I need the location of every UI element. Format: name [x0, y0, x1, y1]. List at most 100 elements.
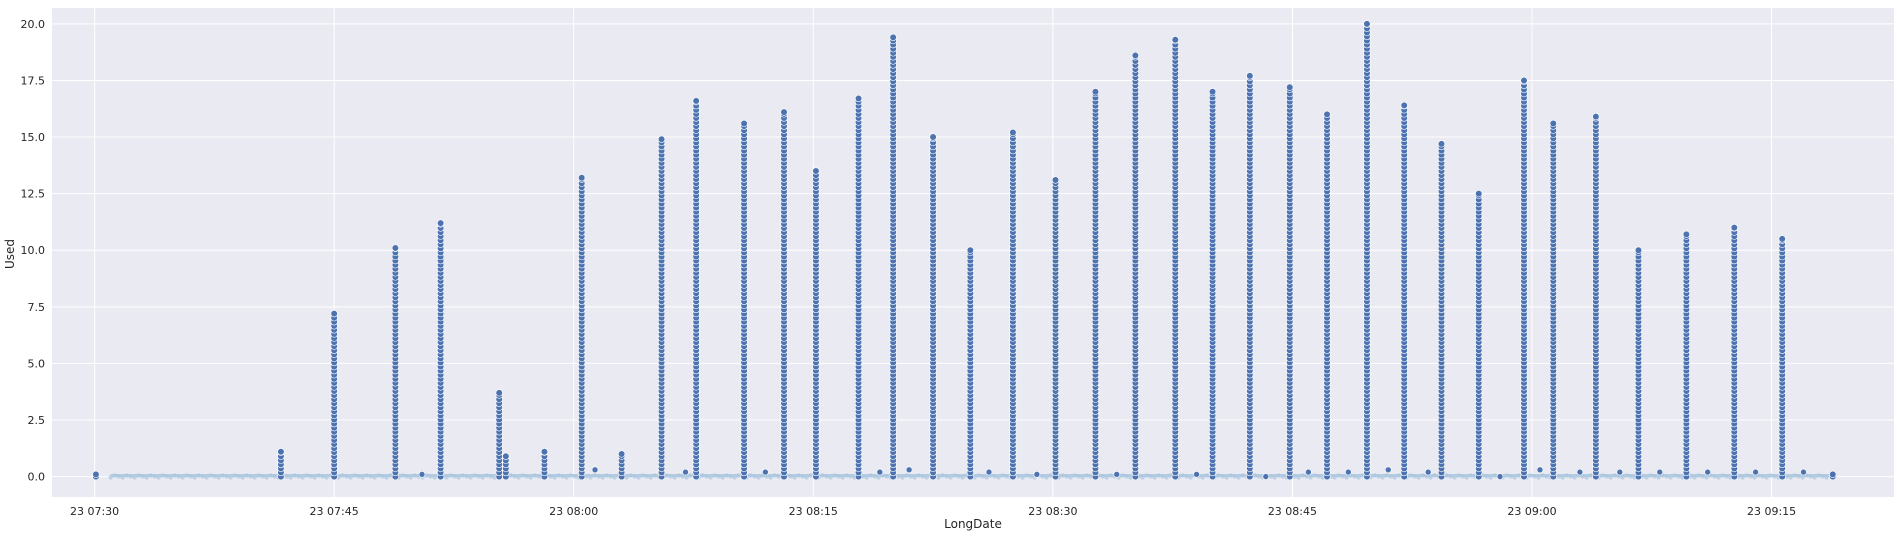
baseline-point: [472, 473, 477, 478]
baseline-point: [340, 473, 345, 478]
baseline-point: [532, 473, 537, 478]
baseline-point: [1108, 473, 1113, 478]
baseline-point: [772, 473, 777, 478]
baseline-point: [792, 475, 797, 480]
baseline-point: [592, 473, 597, 478]
baseline-point: [156, 475, 161, 480]
baseline-point: [148, 473, 153, 478]
baseline-point: [1536, 475, 1541, 480]
baseline-point: [820, 473, 825, 478]
y-tick-label: 2.5: [28, 414, 46, 427]
data-point: [1286, 83, 1294, 91]
baseline-point: [632, 474, 637, 479]
data-point: [1800, 468, 1807, 476]
baseline-point: [1664, 474, 1669, 479]
baseline-point: [400, 473, 405, 478]
baseline-point: [1532, 474, 1537, 479]
baseline-point: [1296, 475, 1301, 480]
baseline-point: [292, 473, 297, 478]
baseline-point: [552, 475, 557, 480]
baseline-point: [728, 474, 733, 479]
baseline-point: [1228, 473, 1233, 478]
baseline-point: [1088, 474, 1093, 479]
baseline-point: [624, 475, 629, 480]
data-point: [1424, 468, 1432, 476]
baseline-point: [952, 473, 957, 478]
baseline-point: [512, 474, 517, 479]
baseline-point: [1372, 473, 1377, 478]
baseline-point: [704, 474, 709, 479]
baseline-point: [668, 474, 673, 479]
baseline-point: [1512, 475, 1517, 480]
data-point: [1113, 471, 1121, 478]
baseline-point: [1292, 474, 1297, 479]
baseline-point: [1712, 474, 1717, 479]
baseline-point: [652, 473, 657, 478]
baseline-point: [428, 474, 433, 479]
baseline-point: [756, 475, 761, 480]
baseline-point: [308, 474, 313, 479]
y-tick-label: 10.0: [21, 244, 46, 257]
data-point: [502, 452, 510, 460]
baseline-point: [248, 474, 253, 479]
baseline-point: [1816, 473, 1821, 478]
data-point: [1496, 473, 1504, 480]
data-point: [1536, 466, 1544, 474]
data-point: [277, 448, 285, 456]
data-point: [1829, 470, 1837, 478]
baseline-point: [1000, 473, 1005, 478]
baseline-point: [1044, 475, 1049, 480]
baseline-point: [1508, 474, 1513, 479]
baseline-point: [1304, 474, 1309, 479]
baseline-point: [1724, 474, 1729, 479]
baseline-point: [984, 475, 989, 480]
baseline-point: [356, 474, 361, 479]
data-point: [591, 466, 599, 474]
x-tick-label: 23 08:00: [549, 505, 598, 518]
baseline-point: [464, 474, 469, 479]
baseline-point: [448, 473, 453, 478]
baseline-point: [480, 475, 485, 480]
baseline-point: [672, 475, 677, 480]
baseline-point: [468, 475, 473, 480]
baseline-point: [1700, 474, 1705, 479]
baseline-point: [180, 475, 185, 480]
baseline-point: [1316, 474, 1321, 479]
baseline-point: [1748, 474, 1753, 479]
baseline-point: [1332, 475, 1337, 480]
baseline-point: [240, 475, 245, 480]
baseline-point: [600, 475, 605, 480]
baseline-point: [1080, 475, 1085, 480]
data-point: [1033, 471, 1041, 478]
baseline-point: [1812, 475, 1817, 480]
baseline-point: [244, 473, 249, 478]
baseline-point: [1376, 474, 1381, 479]
y-tick-label: 17.5: [21, 74, 46, 87]
baseline-point: [1648, 473, 1653, 478]
baseline-point: [1340, 474, 1345, 479]
baseline-point: [1128, 475, 1133, 480]
data-point: [1616, 468, 1624, 476]
data-point: [985, 468, 993, 476]
baseline-point: [1752, 475, 1757, 480]
data-point: [929, 133, 937, 141]
baseline-point: [140, 474, 145, 479]
baseline-point: [120, 475, 125, 480]
baseline-point: [1020, 475, 1025, 480]
baseline-point: [320, 474, 325, 479]
data-point: [1704, 468, 1711, 476]
baseline-point: [916, 473, 921, 478]
data-point: [692, 97, 700, 105]
baseline-point: [920, 474, 925, 479]
data-point: [1656, 468, 1664, 476]
baseline-point: [604, 473, 609, 478]
data-point: [1246, 72, 1254, 80]
baseline-point: [640, 473, 645, 478]
baseline-point: [1204, 473, 1209, 478]
baseline-point: [1624, 473, 1629, 478]
baseline-point: [288, 475, 293, 480]
data-point: [780, 108, 788, 116]
data-point: [1363, 20, 1371, 28]
baseline-point: [940, 473, 945, 478]
y-tick-label: 0.0: [28, 471, 46, 484]
